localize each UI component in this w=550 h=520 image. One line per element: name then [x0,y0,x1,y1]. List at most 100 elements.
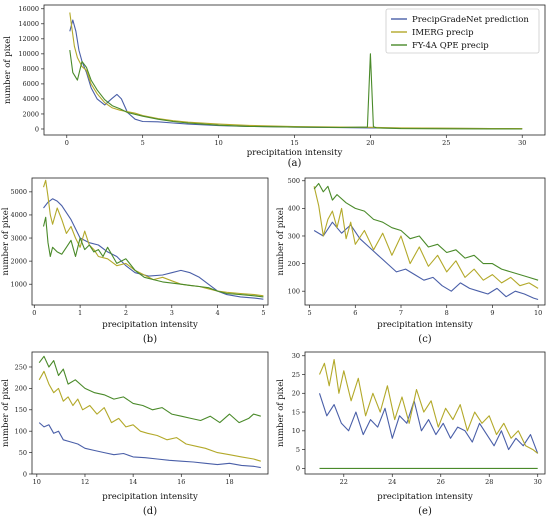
series-line-imerg-precip [38,370,261,462]
x-tick-label: 5 [308,309,312,317]
panel-label: (d) [143,506,157,517]
x-tick-label: 7 [399,309,403,317]
x-tick-label: 16 [177,478,185,486]
x-tick-label: 8 [445,309,449,317]
y-tick-label: 4000 [22,95,39,103]
x-tick-label: 4 [216,309,220,317]
panel-c: 5 6 7 8 9 10 100 200 300 400 500 precipitation inte… [276,177,546,345]
series-line-precipgradenet-prediction [318,393,539,454]
series-line-fy-4a-qpe-precip [69,50,523,130]
panel-label: (a) [288,158,302,169]
y-tick-label: 5 [296,446,300,454]
y-tick-label: 0 [296,465,300,473]
plot-frame [304,177,546,306]
y-tick-label: 150 [15,406,27,414]
y-tick-label: 100 [288,287,300,295]
y-tick-label: 400 [288,205,300,213]
x-tick-label: 10 [33,478,41,486]
y-tick-label: 100 [15,427,27,435]
y-axis-label: number of pixel [1,207,11,275]
x-tick-label: 0 [65,139,69,147]
y-tick-label: 200 [15,385,27,393]
y-tick-label: 4000 [10,211,27,219]
panel-e: 22 24 26 28 30 0 5 10 15 20 25 30 precipitation inte… [276,351,546,517]
x-tick-label: 14 [129,478,137,486]
legend-entry: FY-4A QPE precip [412,41,489,51]
y-tick-label: 20 [292,390,300,398]
series-line-precipgradenet-prediction [38,422,261,469]
x-tick-label: 10 [534,309,542,317]
y-tick-label: 200 [288,260,300,268]
y-axis-label: number of pixel [1,379,11,447]
x-axis-label: precipitation intensity [247,148,343,158]
y-axis-label: number of pixel [276,379,286,447]
plot-frame [31,177,269,306]
legend-box [385,8,540,54]
plot-frame [304,351,546,475]
x-tick-label: 26 [437,478,445,486]
y-tick-label: 8000 [22,65,39,73]
x-tick-label: 22 [340,478,348,486]
x-tick-label: 2 [124,309,128,317]
y-tick-label: 14000 [18,20,39,28]
y-tick-label: 300 [288,232,300,240]
plot-frame [31,351,269,475]
panel-label: (b) [143,334,157,345]
x-axis-label: precipitation intensity [102,320,198,330]
series-line-precipgradenet-prediction [69,19,523,130]
x-axis-label: precipitation intensity [377,320,473,330]
x-tick-label: 1 [78,309,82,317]
x-tick-label: 20 [366,139,374,147]
y-tick-label: 10000 [18,50,39,58]
y-tick-label: 2000 [22,110,39,118]
y-tick-label: 5000 [10,188,27,196]
x-tick-label: 5 [141,139,145,147]
y-tick-label: 50 [19,449,27,457]
panel-d: 10 12 14 16 18 0 50 100 150 200 250 precipitation i… [1,351,269,517]
y-axis-label: number of pixel [3,36,13,104]
series-line-imerg-precip [313,186,539,289]
panel-label: (c) [418,334,432,345]
series-line-fy-4a-qpe-precip [38,355,261,424]
series-line-precipgradenet-prediction [43,198,264,300]
series-line-imerg-precip [318,358,539,454]
x-tick-label: 15 [290,139,298,147]
x-tick-label: 12 [81,478,89,486]
y-tick-label: 250 [15,363,27,371]
legend: PrecipGradeNet prediction IMERG precip FY-… [385,8,540,54]
x-tick-label: 25 [442,139,450,147]
x-tick-label: 0 [32,309,36,317]
y-tick-label: 2000 [10,257,27,265]
panel-b: 0 1 2 3 4 5 1000 2000 3000 4000 5000 precipitation … [1,177,269,345]
x-tick-label: 30 [534,478,542,486]
x-tick-label: 9 [490,309,494,317]
x-axis-label: precipitation intensity [377,492,473,502]
x-tick-label: 3 [170,309,174,317]
y-tick-label: 10 [292,427,300,435]
x-tick-label: 10 [214,139,222,147]
y-tick-label: 16000 [18,5,39,13]
y-tick-label: 0 [23,470,27,478]
y-tick-label: 500 [288,177,300,185]
y-axis-label: number of pixel [276,207,286,275]
series-line-fy-4a-qpe-precip [313,182,539,281]
x-tick-label: 28 [485,478,493,486]
y-tick-label: 12000 [18,35,39,43]
y-tick-label: 25 [292,371,300,379]
y-tick-label: 6000 [22,80,39,88]
x-tick-label: 18 [225,478,233,486]
series-line-imerg-precip [42,179,264,297]
x-tick-label: 5 [261,309,265,317]
y-tick-label: 1000 [10,281,27,289]
panel-a: 0 5 10 15 20 25 30 0 2000 4000 6000 8000 10000 12000 1… [3,4,546,169]
legend-entry: PrecipGradeNet prediction [412,15,529,25]
x-axis-label: precipitation intensity [102,492,198,502]
series-line-fy-4a-qpe-precip [42,216,264,298]
y-tick-label: 3000 [10,234,27,242]
y-tick-label: 30 [292,352,300,360]
y-tick-label: 0 [35,125,39,133]
y-tick-label: 15 [292,408,300,416]
x-tick-label: 30 [518,139,526,147]
x-tick-label: 6 [353,309,357,317]
